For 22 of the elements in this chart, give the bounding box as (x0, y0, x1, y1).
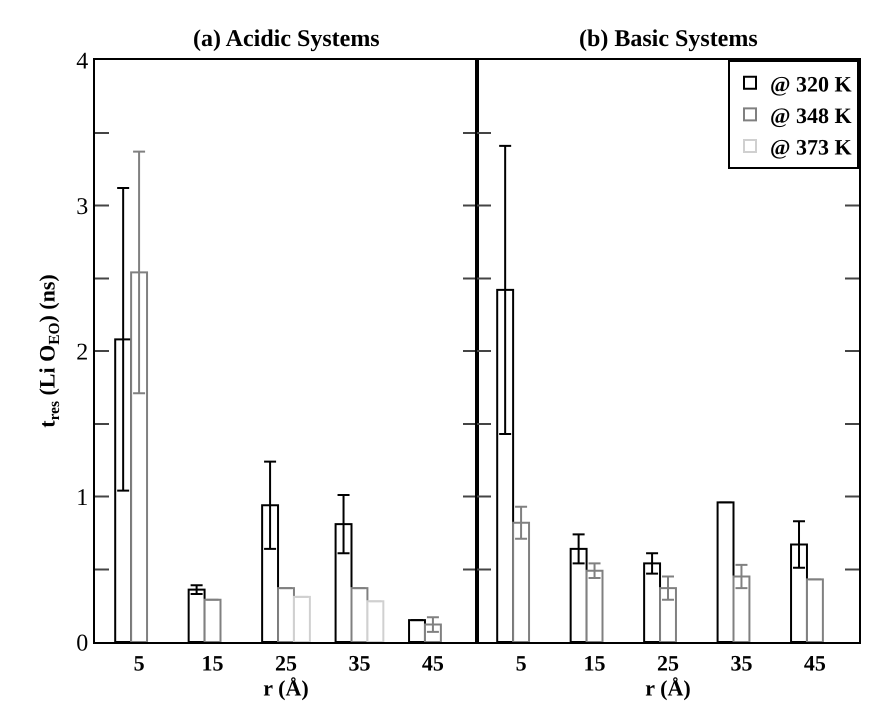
x-tick-label: 25 (657, 650, 679, 676)
chart-title: (a) Acidic Systems (193, 26, 380, 52)
x-tick-label: 45 (422, 650, 444, 676)
legend-label: @ 320 K (770, 71, 852, 96)
x-tick-label: 5 (134, 650, 145, 676)
x-tick-label: 25 (275, 650, 297, 676)
x-tick-label: 15 (584, 650, 606, 676)
x-axis-title: r (Å) (645, 675, 691, 700)
legend-label: @ 348 K (770, 102, 852, 128)
x-tick-label: 15 (202, 650, 224, 676)
x-tick-label: 35 (730, 650, 752, 676)
y-tick-label: 0 (76, 630, 88, 656)
x-tick-label: 35 (348, 650, 370, 676)
x-axis-title: r (Å) (263, 675, 309, 700)
chart-title: (b) Basic Systems (579, 26, 758, 52)
x-tick-label: 5 (516, 650, 527, 676)
y-tick-label: 2 (76, 339, 88, 366)
y-tick-label: 1 (76, 484, 88, 511)
y-tick-label: 4 (76, 48, 88, 74)
y-tick-label: 3 (76, 194, 88, 220)
legend-label: @ 373 K (770, 134, 852, 160)
x-tick-label: 45 (804, 650, 826, 676)
